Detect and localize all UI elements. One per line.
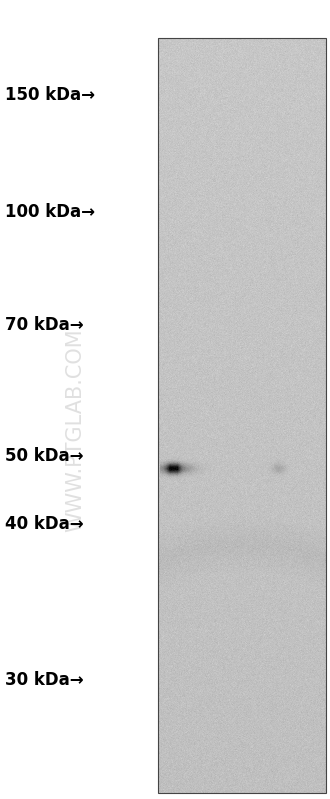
- Text: 150 kDa→: 150 kDa→: [5, 86, 95, 104]
- Text: 100 kDa→: 100 kDa→: [5, 203, 95, 221]
- Text: 40 kDa→: 40 kDa→: [5, 515, 83, 533]
- Text: 70 kDa→: 70 kDa→: [5, 316, 83, 334]
- Bar: [158, 38, 326, 793]
- Text: 50 kDa→: 50 kDa→: [5, 447, 83, 465]
- Text: 30 kDa→: 30 kDa→: [5, 671, 83, 689]
- Text: WWW.PTGLAB.COM: WWW.PTGLAB.COM: [65, 328, 85, 532]
